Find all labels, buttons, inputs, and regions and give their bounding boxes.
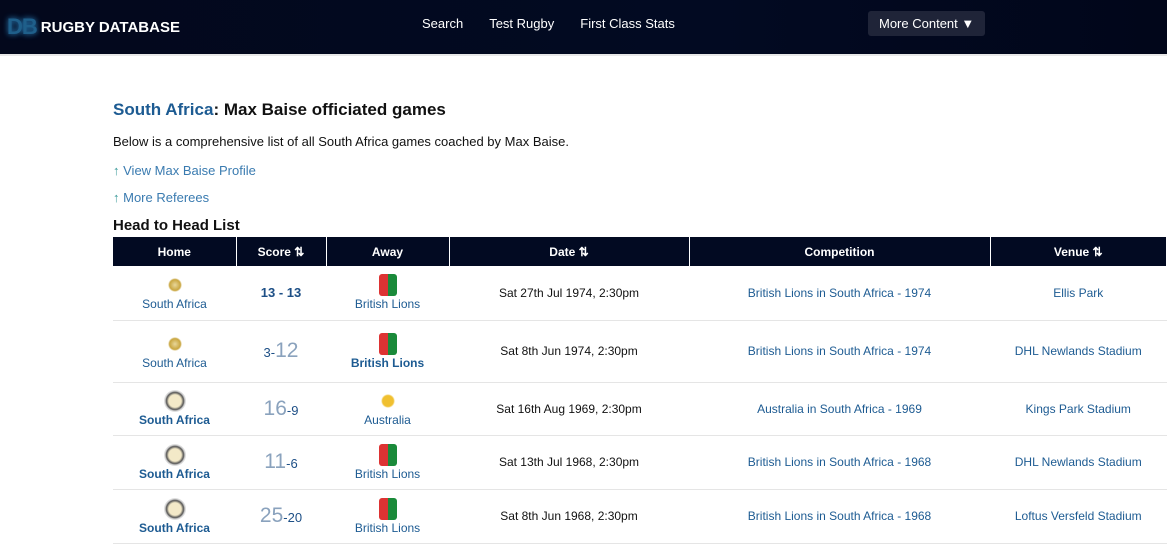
- header-away: Away: [326, 237, 450, 266]
- home-score: 3: [263, 345, 271, 360]
- home-cell[interactable]: South Africa: [113, 266, 236, 321]
- nav-test-rugby[interactable]: Test Rugby: [489, 16, 555, 31]
- section-title: Head to Head List: [113, 217, 240, 234]
- team-link[interactable]: South Africa: [113, 100, 214, 119]
- home-team[interactable]: South Africa: [139, 466, 210, 481]
- score-cell[interactable]: 11-6: [236, 435, 326, 490]
- more-referees-link[interactable]: ↑ More Referees: [113, 190, 1167, 205]
- nav-first-class-stats[interactable]: First Class Stats: [580, 16, 675, 31]
- competition-cell[interactable]: British Lions in South Africa - 1974: [689, 320, 990, 383]
- away-score: 9: [291, 402, 299, 418]
- away-score: 20: [287, 510, 303, 525]
- results-table: Home Score ⇅ Away Date ⇅ Competition Ven…: [113, 237, 1167, 544]
- date-cell: Sat 16th Aug 1969, 2:30pm: [449, 382, 689, 436]
- competition-cell[interactable]: British Lions in South Africa - 1968: [689, 489, 990, 544]
- logo-text: RUGBY DATABASE: [40, 18, 180, 36]
- more-referees-label: More Referees: [123, 190, 210, 205]
- away-team[interactable]: Australia: [364, 413, 411, 427]
- arrow-up-icon: ↑: [113, 163, 120, 178]
- away-team[interactable]: British Lions: [354, 466, 421, 481]
- away-team[interactable]: British Lions: [354, 297, 421, 312]
- site-logo[interactable]: DB RUGBY DATABASE: [7, 14, 180, 40]
- table-row: South Africa 25-20 British Lions Sat 8th…: [113, 489, 1167, 544]
- date-cell: Sat 8th Jun 1974, 2:30pm: [449, 320, 689, 383]
- home-score: 13: [260, 285, 276, 301]
- away-score: 12: [275, 339, 299, 362]
- score-separator: -: [286, 402, 292, 418]
- date-cell: Sat 27th Jul 1974, 2:30pm: [449, 266, 689, 321]
- score-separator: -: [275, 285, 287, 301]
- nav-search[interactable]: Search: [422, 16, 464, 31]
- lions-crest-icon: [378, 332, 397, 355]
- page-title: South Africa: Max Baise officiated games: [113, 100, 1167, 120]
- top-nav: DB RUGBY DATABASE Search Test Rugby First…: [0, 0, 1167, 56]
- away-score: 13: [286, 285, 302, 301]
- header-competition: Competition: [689, 237, 991, 266]
- home-cell[interactable]: South Africa: [113, 435, 236, 490]
- score-cell[interactable]: 16-9: [236, 382, 326, 436]
- score-separator: -: [286, 456, 291, 471]
- away-team[interactable]: British Lions: [350, 355, 425, 370]
- date-cell: Sat 8th Jun 1968, 2:30pm: [449, 489, 689, 544]
- home-cell[interactable]: South Africa: [113, 489, 236, 544]
- arrow-up-icon: ↑: [113, 190, 120, 205]
- springbok-logo-icon: [163, 274, 186, 297]
- away-cell[interactable]: British Lions: [326, 489, 449, 544]
- venue-cell[interactable]: Ellis Park: [990, 266, 1167, 321]
- home-team[interactable]: South Africa: [142, 355, 207, 370]
- springbok-logo-icon: [163, 443, 186, 466]
- profile-link-label: View Max Baise Profile: [123, 163, 256, 178]
- venue-cell[interactable]: DHL Newlands Stadium: [990, 320, 1167, 383]
- score-separator: -: [283, 510, 288, 525]
- title-text: : Max Baise officiated games: [213, 100, 446, 119]
- home-team[interactable]: South Africa: [142, 297, 207, 312]
- venue-cell[interactable]: Kings Park Stadium: [990, 382, 1167, 436]
- competition-cell[interactable]: British Lions in South Africa - 1974: [689, 266, 990, 321]
- header-venue[interactable]: Venue ⇅: [990, 237, 1167, 266]
- lions-crest-icon: [378, 274, 397, 297]
- away-score: 6: [290, 456, 298, 471]
- score-separator: -: [270, 345, 276, 360]
- score-cell[interactable]: 25-20: [236, 489, 326, 544]
- logo-mark: DB: [7, 14, 38, 39]
- header-home: Home: [113, 237, 237, 266]
- table-row: South Africa 11-6 British Lions Sat 13th…: [113, 435, 1167, 490]
- table-row: South Africa 16-9 Australia Sat 16th Aug…: [113, 382, 1167, 436]
- venue-cell[interactable]: Loftus Versfeld Stadium: [990, 489, 1167, 544]
- table-row: South Africa 13 - 13 British Lions Sat 2…: [113, 266, 1167, 321]
- more-content-button[interactable]: More Content ▼: [868, 11, 986, 36]
- header-score[interactable]: Score ⇅: [236, 237, 327, 266]
- competition-cell[interactable]: Australia in South Africa - 1969: [689, 382, 990, 436]
- wallaby-logo-icon: [376, 390, 399, 412]
- header-date[interactable]: Date ⇅: [449, 237, 690, 266]
- score-cell[interactable]: 13 - 13: [236, 266, 326, 321]
- home-team[interactable]: South Africa: [139, 413, 210, 427]
- intro-text: Below is a comprehensive list of all Sou…: [113, 134, 569, 149]
- home-score: 11: [264, 450, 287, 473]
- springbok-logo-icon: [163, 390, 186, 412]
- table-row: South Africa 3-12 British Lions Sat 8th …: [113, 320, 1167, 383]
- lions-crest-icon: [378, 443, 397, 466]
- profile-link[interactable]: ↑ View Max Baise Profile: [113, 163, 1167, 178]
- score-cell[interactable]: 3-12: [236, 320, 326, 383]
- date-cell: Sat 13th Jul 1968, 2:30pm: [449, 435, 689, 490]
- away-cell[interactable]: Australia: [326, 382, 449, 436]
- competition-cell[interactable]: British Lions in South Africa - 1968: [689, 435, 990, 490]
- home-cell[interactable]: South Africa: [113, 382, 236, 436]
- away-team[interactable]: British Lions: [354, 520, 421, 535]
- home-score: 16: [263, 396, 287, 420]
- springbok-logo-icon: [163, 497, 186, 520]
- home-cell[interactable]: South Africa: [113, 320, 236, 383]
- away-cell[interactable]: British Lions: [326, 435, 449, 490]
- lions-crest-icon: [378, 497, 397, 520]
- away-cell[interactable]: British Lions: [326, 320, 449, 383]
- home-team[interactable]: South Africa: [139, 520, 210, 535]
- home-score: 25: [259, 504, 284, 527]
- away-cell[interactable]: British Lions: [326, 266, 449, 321]
- venue-cell[interactable]: DHL Newlands Stadium: [990, 435, 1167, 490]
- springbok-logo-icon: [163, 332, 186, 355]
